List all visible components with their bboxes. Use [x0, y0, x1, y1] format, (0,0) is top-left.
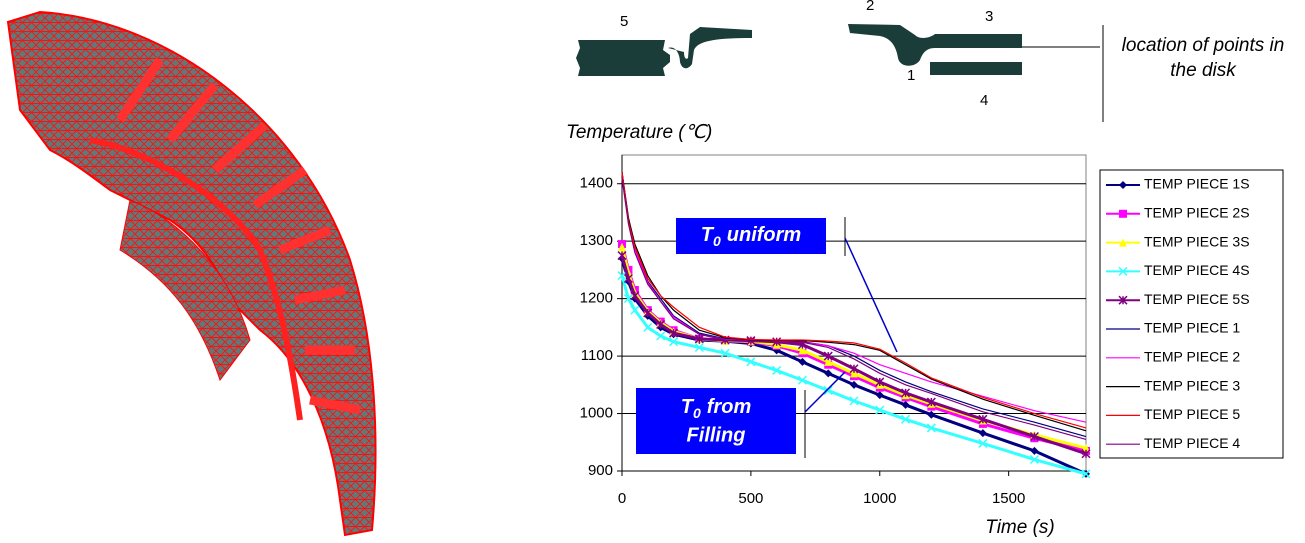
- legend-label: TEMP PIECE 4: [1144, 435, 1240, 451]
- note-box: location of points in the disk: [1118, 33, 1288, 123]
- point-label: 5: [620, 13, 628, 30]
- annotation-subscript: 0: [713, 233, 721, 249]
- point-label: 3: [985, 8, 993, 25]
- annotation-text: from: [707, 396, 751, 418]
- legend-label: TEMP PIECE 3: [1144, 377, 1240, 393]
- y-tick-label: 1100: [581, 347, 613, 364]
- y-tick-label: 1000: [580, 405, 613, 422]
- legend-label: TEMP PIECE 2S: [1144, 205, 1250, 221]
- disk-sections: [576, 24, 1022, 76]
- figure: 5 2 3 1 4 location of points in the disk…: [0, 0, 1305, 543]
- annotation-subscript: 0: [693, 405, 701, 421]
- legend-label: TEMP PIECE 2: [1144, 349, 1240, 365]
- point-label: 2: [866, 0, 874, 14]
- annotation-text: uniform: [727, 224, 801, 246]
- x-tick-label: 0: [618, 490, 626, 507]
- y-axis-title: Temperature (℃): [566, 122, 712, 143]
- marker: [1119, 210, 1127, 218]
- x-tick-label: 500: [738, 490, 763, 507]
- legend-label: TEMP PIECE 4S: [1144, 262, 1250, 278]
- annotation: Filling: [687, 424, 746, 446]
- x-tick-label: 1000: [863, 490, 896, 507]
- legend-label: TEMP PIECE 1: [1144, 320, 1240, 336]
- y-tick-label: 1200: [580, 290, 613, 307]
- x-axis-title: Time (s): [985, 517, 1055, 538]
- y-tick-label: 1400: [580, 175, 613, 192]
- mesh-model: [8, 12, 376, 535]
- point-label: 4: [980, 92, 988, 109]
- y-tick-label: 1300: [580, 232, 613, 249]
- legend-label: TEMP PIECE 5: [1144, 406, 1240, 422]
- point-label: 1: [907, 67, 915, 84]
- legend-label: TEMP PIECE 3S: [1144, 233, 1250, 249]
- legend-label: TEMP PIECE 5S: [1144, 291, 1250, 307]
- y-tick-label: 900: [588, 462, 613, 479]
- legend-label: TEMP PIECE 1S: [1144, 176, 1250, 192]
- x-tick-label: 1500: [992, 490, 1025, 507]
- note: location of points in the disk: [1118, 33, 1288, 83]
